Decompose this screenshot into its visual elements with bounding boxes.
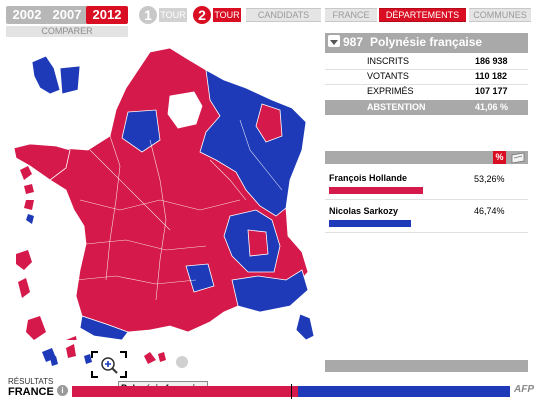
map-region-southwest[interactable]: [79, 315, 129, 340]
stat-value: 41,06 %: [475, 102, 509, 112]
candidate-percent: 46,74%: [474, 206, 505, 216]
ballot-icon[interactable]: [510, 151, 526, 164]
candidate-bar-hollande: [329, 187, 423, 194]
tab-france[interactable]: FRANCE: [325, 8, 377, 22]
map-region-isere[interactable]: [247, 229, 269, 257]
national-results-bar: [72, 384, 510, 399]
divider: [325, 69, 528, 70]
map-region-aveyron[interactable]: [185, 263, 215, 293]
afp-logo: AFP: [514, 384, 534, 395]
map-paris-area[interactable]: [167, 91, 203, 129]
territory-code: 987: [343, 35, 364, 49]
round-1-number: 1: [139, 6, 157, 24]
overseas-martinique[interactable]: [18, 278, 30, 298]
scope-label: FRANCE: [8, 386, 54, 398]
stat-label: EXPRIMÉS: [367, 86, 414, 96]
overseas-guadeloupe[interactable]: [16, 250, 32, 270]
map-region-provence[interactable]: [231, 269, 309, 313]
stat-row-abstention: ABSTENTION 41,06 %: [325, 100, 528, 115]
map-region-lorraine[interactable]: [255, 103, 283, 143]
france-map[interactable]: [10, 40, 320, 340]
stat-value: 186 938: [475, 56, 508, 66]
overseas-left: [20, 166, 34, 224]
map-region-brittany[interactable]: [13, 143, 71, 181]
map-region-manche[interactable]: [31, 55, 61, 95]
divider: [325, 199, 528, 200]
stat-value: 110 182: [475, 71, 508, 81]
stat-row-exprimes: EXPRIMÉS 107 177: [325, 84, 528, 99]
magnifier-selection[interactable]: [91, 351, 127, 378]
stat-label: INSCRITS: [367, 56, 410, 66]
map-region-east[interactable]: [199, 69, 307, 217]
stat-value: 107 177: [475, 86, 508, 96]
year-button-2012[interactable]: 2012: [86, 6, 128, 24]
territory-header: [325, 33, 528, 53]
tab-departements[interactable]: DÉPARTEMENTS: [379, 8, 466, 22]
percent-icon[interactable]: %: [493, 151, 506, 164]
candidate-name: Nicolas Sarkozy: [329, 206, 399, 216]
territory-name: Polynésie française: [370, 35, 483, 49]
stat-row-votants: VOTANTS 110 182: [325, 69, 528, 84]
round-1-label: TOUR: [159, 8, 187, 22]
national-bar-left: [72, 386, 298, 397]
details-strip: [325, 360, 528, 372]
national-bar-right: [298, 386, 510, 397]
tab-communes[interactable]: COMMUNES: [469, 8, 531, 22]
round-1-button[interactable]: 1 TOUR: [139, 6, 189, 24]
national-bar-midline: [291, 384, 292, 399]
overseas-guyane[interactable]: [26, 316, 46, 340]
overseas-mayotte[interactable]: [66, 336, 78, 340]
candidate-name: François Hollande: [329, 173, 408, 183]
results-label: RÉSULTATS: [8, 377, 54, 386]
dropdown-icon[interactable]: [328, 35, 340, 47]
overseas-row: [42, 344, 188, 368]
round-2-number: 2: [193, 6, 211, 24]
divider: [325, 232, 528, 233]
candidate-bar-sarkozy: [329, 220, 411, 227]
map-region-calvados[interactable]: [59, 65, 81, 95]
round-2-label: TOUR: [213, 8, 241, 22]
tab-candidats[interactable]: CANDIDATS: [246, 8, 321, 22]
stat-label: ABSTENTION: [367, 102, 426, 112]
candidate-percent: 53,26%: [474, 174, 505, 184]
info-icon[interactable]: i: [57, 385, 68, 396]
divider: [325, 84, 528, 85]
map-corsica[interactable]: [295, 313, 315, 340]
magnifier-icon: [91, 351, 127, 378]
department-borders: [75, 119, 283, 301]
stat-row-inscrits: INSCRITS 186 938: [325, 54, 528, 69]
compare-button[interactable]: COMPARER: [6, 26, 128, 37]
candidates-header: [325, 151, 528, 164]
stat-label: VOTANTS: [367, 71, 409, 81]
round-2-button[interactable]: 2 TOUR: [193, 6, 243, 24]
year-button-2002[interactable]: 2002: [6, 6, 48, 24]
year-button-2007[interactable]: 2007: [46, 6, 88, 24]
